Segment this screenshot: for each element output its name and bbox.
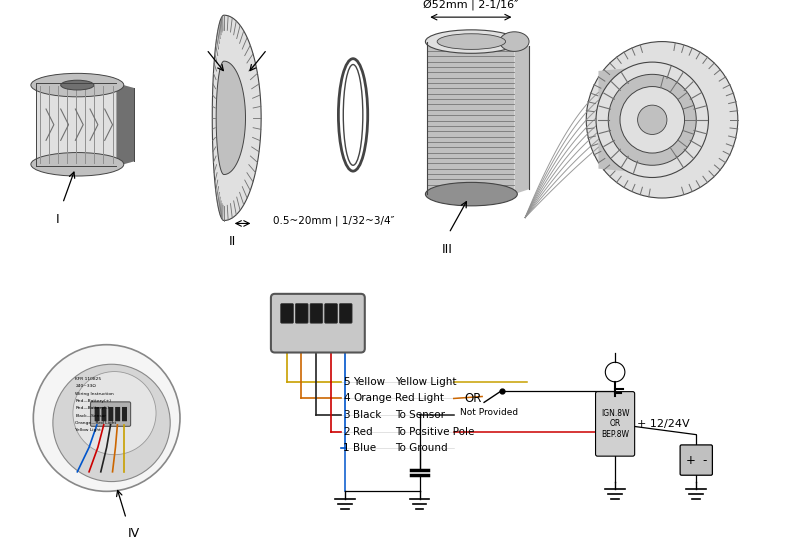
Ellipse shape	[31, 73, 124, 97]
Text: KFR 110825: KFR 110825	[75, 377, 101, 381]
Text: Yellow Light: Yellow Light	[395, 377, 456, 387]
Text: 4: 4	[344, 393, 350, 403]
Text: Red Light: Red Light	[395, 393, 444, 403]
Text: 240~33Ω: 240~33Ω	[75, 384, 96, 388]
Text: Not Provided: Not Provided	[460, 408, 518, 417]
Polygon shape	[515, 41, 529, 194]
Polygon shape	[117, 83, 134, 166]
Text: Red—Battery(-): Red—Battery(-)	[75, 406, 109, 410]
Text: 2: 2	[344, 426, 350, 437]
FancyBboxPatch shape	[94, 407, 100, 422]
Text: Orange: Orange	[353, 393, 392, 403]
Ellipse shape	[31, 153, 124, 176]
Text: Yellow: Yellow	[353, 377, 385, 387]
FancyBboxPatch shape	[340, 304, 352, 323]
FancyBboxPatch shape	[680, 445, 713, 475]
Ellipse shape	[344, 64, 363, 165]
FancyBboxPatch shape	[115, 407, 120, 422]
FancyBboxPatch shape	[280, 304, 293, 323]
Circle shape	[34, 345, 180, 491]
FancyBboxPatch shape	[122, 407, 127, 422]
Text: Yellow Light: Yellow Light	[75, 428, 101, 433]
Ellipse shape	[638, 105, 667, 134]
Text: IGN.8W
OR
BEP.8W: IGN.8W OR BEP.8W	[601, 409, 630, 439]
FancyBboxPatch shape	[271, 294, 365, 353]
Text: IV: IV	[128, 527, 140, 539]
Text: Wiring Instruction: Wiring Instruction	[75, 392, 114, 396]
Text: Red: Red	[353, 426, 372, 437]
Text: + 12/24V: + 12/24V	[637, 419, 690, 429]
FancyBboxPatch shape	[324, 304, 337, 323]
Ellipse shape	[61, 80, 94, 90]
Text: Blue: Blue	[353, 444, 376, 453]
Text: OR: OR	[464, 392, 482, 405]
Text: Orange—Red Light: Orange—Red Light	[75, 421, 117, 425]
Text: III: III	[442, 243, 452, 256]
Ellipse shape	[620, 87, 685, 153]
Ellipse shape	[499, 32, 529, 51]
FancyBboxPatch shape	[109, 407, 113, 422]
Ellipse shape	[425, 30, 517, 53]
Text: 0.5~20mm | 1/32~3/4″: 0.5~20mm | 1/32~3/4″	[273, 215, 395, 226]
FancyBboxPatch shape	[310, 304, 323, 323]
Text: To Sensor: To Sensor	[395, 410, 445, 420]
Ellipse shape	[425, 182, 517, 206]
Text: -: -	[702, 453, 706, 467]
Text: To Positive Pole: To Positive Pole	[395, 426, 475, 437]
Polygon shape	[217, 61, 245, 175]
Text: Ø52mm | 2-1/16″: Ø52mm | 2-1/16″	[423, 0, 519, 10]
FancyBboxPatch shape	[595, 392, 634, 456]
Polygon shape	[427, 41, 515, 194]
Text: Red—Battery(+): Red—Battery(+)	[75, 399, 111, 403]
Text: 1: 1	[344, 444, 350, 453]
FancyBboxPatch shape	[90, 402, 130, 426]
Text: Black: Black	[353, 410, 381, 420]
Text: +: +	[686, 453, 695, 467]
Ellipse shape	[437, 34, 506, 50]
Text: 5: 5	[344, 377, 350, 387]
Text: II: II	[229, 235, 237, 248]
Polygon shape	[36, 83, 134, 166]
Ellipse shape	[53, 364, 170, 482]
Text: 3: 3	[344, 410, 350, 420]
FancyBboxPatch shape	[101, 407, 106, 422]
Ellipse shape	[596, 62, 709, 177]
Text: To Ground: To Ground	[395, 444, 447, 453]
Polygon shape	[598, 66, 652, 174]
Ellipse shape	[586, 41, 737, 198]
Text: Black—Sensor: Black—Sensor	[75, 414, 106, 418]
FancyBboxPatch shape	[296, 304, 308, 323]
Ellipse shape	[608, 74, 696, 165]
Ellipse shape	[73, 371, 156, 455]
Text: I: I	[56, 213, 60, 226]
Polygon shape	[213, 15, 261, 220]
